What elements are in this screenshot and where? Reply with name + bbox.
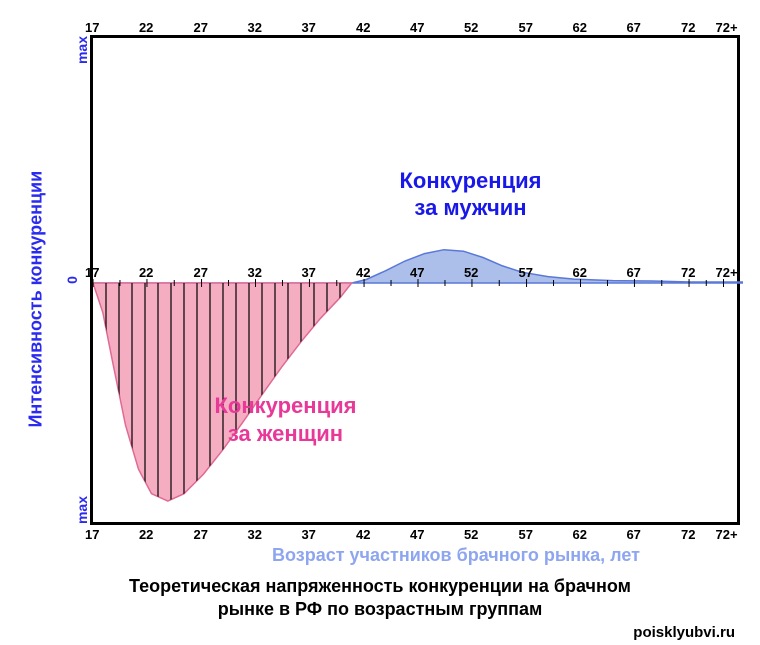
- x-tick: 72: [681, 527, 695, 542]
- x-tick: 52: [464, 527, 478, 542]
- x-axis-label: Возраст участников брачного рынка, лет: [272, 545, 640, 566]
- x-tick: 42: [356, 20, 370, 35]
- x-tick: 22: [139, 527, 153, 542]
- x-tick: 67: [626, 527, 640, 542]
- plot-area: [90, 35, 740, 525]
- x-tick: 37: [301, 20, 315, 35]
- x-tick: 47: [410, 265, 424, 280]
- x-tick: 47: [410, 527, 424, 542]
- x-tick: 22: [139, 20, 153, 35]
- x-tick: 27: [194, 20, 208, 35]
- y-tick: 0: [64, 276, 80, 284]
- x-tick: 62: [573, 527, 587, 542]
- x-tick: 57: [519, 527, 533, 542]
- x-tick: 72+: [716, 265, 738, 280]
- x-tick: 37: [301, 265, 315, 280]
- x-tick: 57: [519, 265, 533, 280]
- x-tick: 67: [626, 265, 640, 280]
- x-tick: 22: [139, 265, 153, 280]
- chart-container: Интенсивность конкуренции max0max 172227…: [30, 10, 750, 570]
- x-tick: 72: [681, 20, 695, 35]
- x-tick: 72+: [716, 20, 738, 35]
- x-tick: 62: [573, 20, 587, 35]
- x-tick: 62: [573, 265, 587, 280]
- watermark: poisklyubvi.ru: [633, 624, 735, 641]
- x-tick: 72+: [716, 527, 738, 542]
- y-tick: max: [74, 496, 90, 524]
- x-tick: 42: [356, 265, 370, 280]
- x-tick: 27: [194, 265, 208, 280]
- series-label-men: Конкуренцияза мужчин: [400, 167, 542, 222]
- x-tick: 17: [85, 20, 99, 35]
- x-tick: 32: [248, 527, 262, 542]
- x-tick: 17: [85, 527, 99, 542]
- x-tick: 27: [194, 527, 208, 542]
- x-tick: 32: [248, 265, 262, 280]
- x-tick: 67: [626, 20, 640, 35]
- x-tick: 57: [519, 20, 533, 35]
- x-tick: 52: [464, 265, 478, 280]
- y-tick: max: [74, 36, 90, 64]
- x-tick: 72: [681, 265, 695, 280]
- x-tick: 17: [85, 265, 99, 280]
- plot-svg: [93, 38, 743, 528]
- x-tick: 32: [248, 20, 262, 35]
- x-tick: 52: [464, 20, 478, 35]
- y-axis-label: Интенсивность конкуренции: [26, 171, 47, 428]
- chart-caption: Теоретическая напряженность конкуренции …: [100, 575, 660, 622]
- x-tick: 37: [301, 527, 315, 542]
- series-label-women: Конкуренцияза женщин: [215, 392, 357, 447]
- x-tick: 42: [356, 527, 370, 542]
- x-tick: 47: [410, 20, 424, 35]
